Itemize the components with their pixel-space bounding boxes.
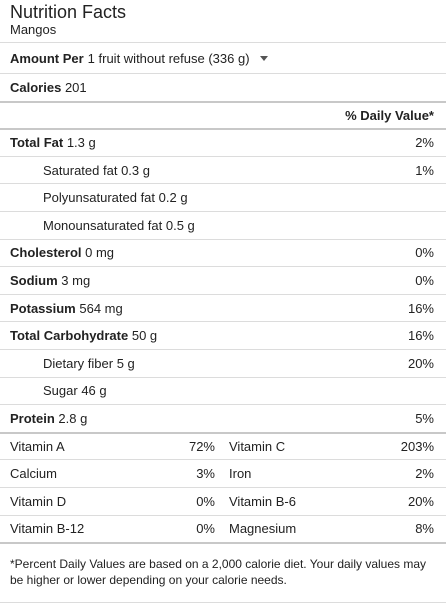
nutrient-row-cholesterol: Cholesterol 0 mg 0% xyxy=(0,238,446,267)
nutrient-row-saturated-fat: Saturated fat 0.3 g 1% xyxy=(0,155,446,184)
vitamin-label: Vitamin B-6 xyxy=(229,493,296,509)
serving-selector[interactable]: Amount Per 1 fruit without refuse (336 g… xyxy=(10,51,268,66)
nutrient-dv: 0% xyxy=(415,245,434,261)
nutrient-amount: 1.3 g xyxy=(66,135,96,151)
nutrient-amount: 3 mg xyxy=(61,272,91,288)
vitamin-label: Vitamin B-12 xyxy=(10,521,85,537)
vitamin-label: Iron xyxy=(229,466,252,482)
header: Nutrition Facts Mangos xyxy=(0,0,446,42)
vitamin-row: Vitamin D 0% Vitamin B-6 20% xyxy=(0,486,446,515)
nutrient-amount: 0 mg xyxy=(85,245,115,261)
amount-per-label: Amount Per xyxy=(10,50,84,66)
daily-value-footnote: *Percent Daily Values are based on a 2,0… xyxy=(0,542,446,602)
chevron-down-icon[interactable] xyxy=(259,55,268,61)
vitamin-row: Vitamin A 72% Vitamin C 203% xyxy=(0,431,446,460)
nutrient-label: Dietary fiber xyxy=(43,355,114,371)
calories-value: 201 xyxy=(64,79,87,95)
nutrient-label: Protein xyxy=(10,410,55,426)
nutrient-amount: 46 g xyxy=(81,383,107,399)
serving-row: Amount Per 1 fruit without refuse (336 g… xyxy=(0,42,446,73)
serving-size-value: 1 fruit without refuse (336 g) xyxy=(87,50,250,66)
nutrient-row-protein: Protein 2.8 g 5% xyxy=(0,404,446,432)
nutrient-row-polyunsaturated-fat: Polyunsaturated fat 0.2 g xyxy=(0,183,446,211)
vitamin-value: 0% xyxy=(196,521,215,537)
nutrient-label: Monounsaturated fat xyxy=(43,217,163,233)
daily-value-header: % Daily Value* xyxy=(345,107,434,123)
vitamin-label: Calcium xyxy=(10,466,57,482)
nutrient-label: Sugar xyxy=(43,383,78,399)
vitamin-value: 20% xyxy=(407,493,434,509)
nutrient-row-sodium: Sodium 3 mg 0% xyxy=(0,266,446,294)
vitamin-row: Vitamin B-12 0% Magnesium 8% xyxy=(0,514,446,543)
vitamin-value: 203% xyxy=(400,439,434,455)
nutrient-row-dietary-fiber: Dietary fiber 5 g 20% xyxy=(0,348,446,377)
vitamin-value: 0% xyxy=(196,493,215,509)
nutrient-row-total-carbohydrate: Total Carbohydrate 50 g 16% xyxy=(0,321,446,349)
panel-title: Nutrition Facts xyxy=(10,2,127,22)
vitamin-label: Magnesium xyxy=(229,521,297,537)
daily-value-header-row: % Daily Value* xyxy=(0,100,446,129)
nutrient-label: Polyunsaturated fat xyxy=(43,190,156,206)
nutrient-amount: 0.5 g xyxy=(165,217,195,233)
vitamin-row: Calcium 3% Iron 2% xyxy=(0,459,446,487)
nutrient-row-sugar: Sugar 46 g xyxy=(0,376,446,405)
nutrient-amount: 0.2 g xyxy=(158,190,188,206)
nutrient-label: Total Fat xyxy=(10,135,64,151)
vitamin-value: 72% xyxy=(188,439,215,455)
vitamin-value: 3% xyxy=(196,466,215,482)
nutrient-label: Saturated fat xyxy=(43,162,118,178)
food-name: Mangos xyxy=(10,22,57,37)
nutrient-row-potassium: Potassium 564 mg 16% xyxy=(0,293,446,322)
vitamin-label: Vitamin D xyxy=(10,493,67,509)
nutrient-amount: 5 g xyxy=(116,355,135,371)
nutrient-dv: 16% xyxy=(407,328,434,344)
nutrient-label: Potassium xyxy=(10,300,76,316)
nutrient-amount: 2.8 g xyxy=(58,410,88,426)
nutrient-dv: 5% xyxy=(415,410,434,426)
nutrient-dv: 1% xyxy=(415,162,434,178)
vitamin-label: Vitamin A xyxy=(10,439,65,455)
nutrient-dv: 2% xyxy=(415,135,434,151)
divider xyxy=(0,602,446,604)
vitamin-label: Vitamin C xyxy=(229,439,286,455)
nutrient-label: Sodium xyxy=(10,272,58,288)
calories-label: Calories xyxy=(10,79,62,95)
nutrient-dv: 0% xyxy=(415,272,434,288)
nutrient-row-total-fat: Total Fat 1.3 g 2% xyxy=(0,128,446,156)
nutrient-dv: 20% xyxy=(407,355,434,371)
vitamin-value: 8% xyxy=(415,521,434,537)
calories-row: Calories 201 xyxy=(0,73,446,101)
nutrient-label: Total Carbohydrate xyxy=(10,328,129,344)
nutrient-row-monounsaturated-fat: Monounsaturated fat 0.5 g xyxy=(0,210,446,239)
nutrient-label: Cholesterol xyxy=(10,245,82,261)
vitamin-value: 2% xyxy=(415,466,434,482)
nutrient-amount: 564 mg xyxy=(79,300,123,316)
nutrient-amount: 50 g xyxy=(131,328,158,344)
nutrient-dv: 16% xyxy=(407,300,434,316)
nutrient-amount: 0.3 g xyxy=(121,162,150,178)
